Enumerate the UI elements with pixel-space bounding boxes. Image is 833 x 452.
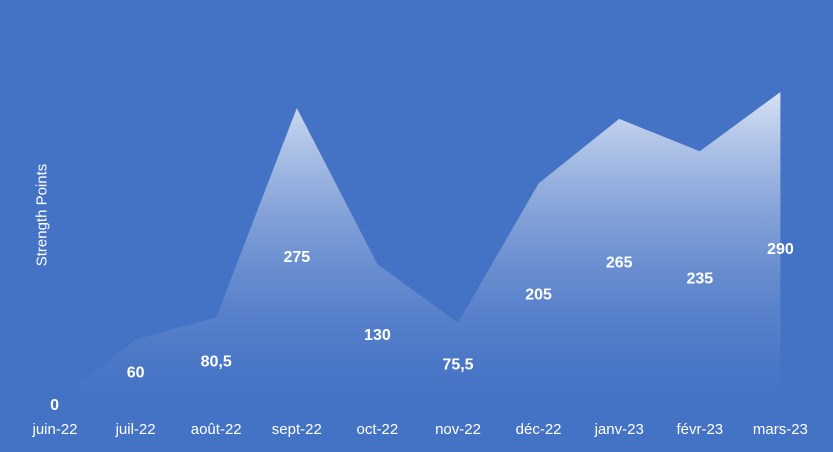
x-tick-label: juin-22 xyxy=(31,421,77,438)
x-tick-label: oct-22 xyxy=(357,421,399,438)
data-label: 130 xyxy=(364,327,391,344)
x-tick-label: janv-23 xyxy=(594,421,644,438)
data-label: 205 xyxy=(525,287,552,304)
y-axis-label: Strength Points xyxy=(33,163,51,267)
x-tick-label: août-22 xyxy=(191,421,242,438)
x-tick-label: sept-22 xyxy=(272,421,322,438)
data-label: 80,5 xyxy=(201,354,232,371)
data-label: 75,5 xyxy=(442,356,473,373)
data-label: 235 xyxy=(686,271,713,288)
x-tick-label: juil-22 xyxy=(115,421,156,438)
x-tick-label: févr-23 xyxy=(676,421,723,438)
area-series xyxy=(55,92,781,404)
data-label: 265 xyxy=(606,254,633,271)
x-tick-label: mars-23 xyxy=(753,421,808,438)
x-tick-label: déc-22 xyxy=(516,421,562,438)
x-tick-label: nov-22 xyxy=(435,421,481,438)
data-label: 275 xyxy=(283,249,310,266)
data-label: 60 xyxy=(127,365,145,382)
data-label: 0 xyxy=(50,397,59,414)
data-label: 290 xyxy=(767,241,794,258)
chart-marks: 0 60 80,5 275 130 75,5 205 265 235 290 juin-22 juil… xyxy=(31,92,808,438)
